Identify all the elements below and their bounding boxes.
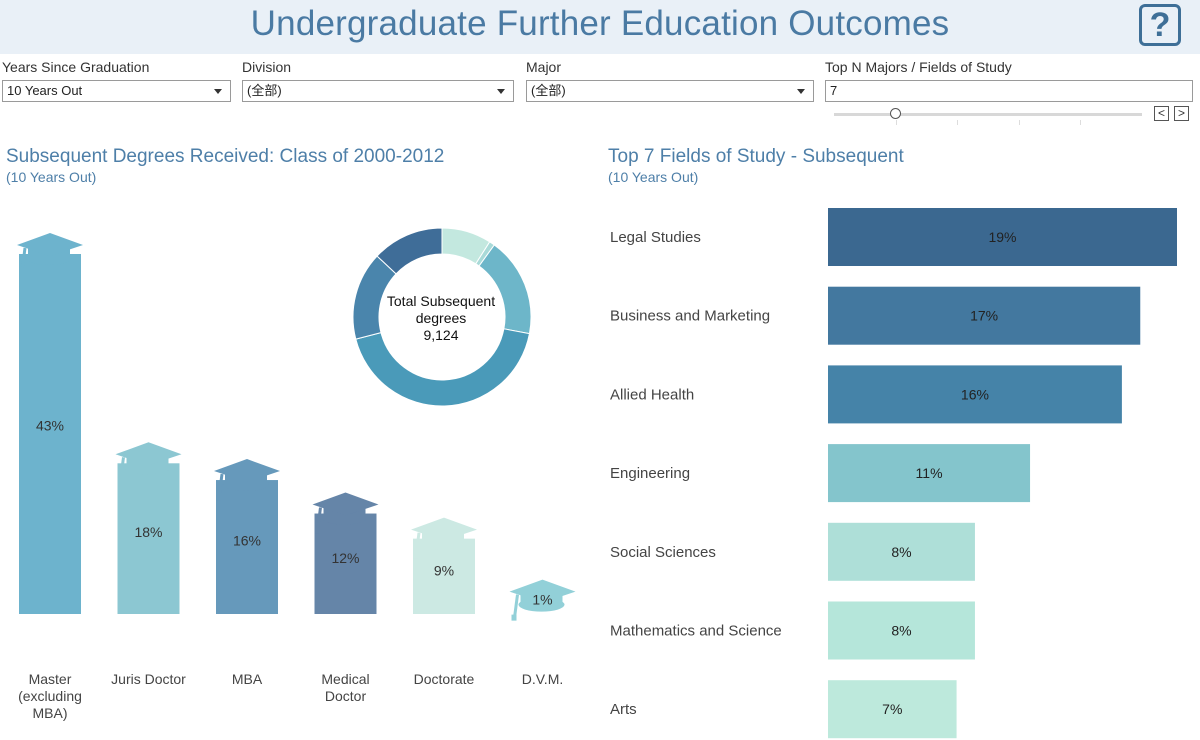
major-select[interactable]: (全部) (526, 80, 814, 102)
field-bar (828, 444, 1031, 503)
chevron-down-icon (214, 89, 222, 94)
donut-segment (478, 244, 532, 335)
degrees-chart-subtitle: (10 Years Out) (6, 169, 97, 185)
filter-label: Top N Majors / Fields of Study (825, 59, 1012, 75)
degree-category-label: (excluding (18, 688, 82, 704)
graduation-cap-icon (411, 517, 477, 559)
degree-bar (413, 538, 475, 614)
field-value-label: 8% (891, 544, 911, 560)
top-n-slider-track[interactable] (834, 113, 1142, 116)
select-value: (全部) (531, 83, 566, 98)
field-bar (828, 365, 1122, 424)
degree-category-label: Doctor (325, 688, 367, 704)
page-title: Undergraduate Further Education Outcomes (250, 4, 950, 43)
degree-value-label: 16% (233, 533, 261, 549)
field-value-label: 8% (891, 623, 911, 639)
field-value-label: 19% (988, 229, 1016, 245)
graduation-cap-icon (17, 233, 83, 274)
degree-category-label: Medical (321, 671, 369, 687)
degree-category-label: D.V.M. (522, 671, 564, 687)
field-category-label: Business and Marketing (610, 308, 770, 325)
fields-chart-subtitle: (10 Years Out) (608, 169, 699, 185)
slider-prev-button[interactable]: < (1154, 106, 1169, 121)
degree-value-label: 43% (36, 417, 64, 433)
donut-segment (376, 227, 443, 275)
field-category-label: Allied Health (610, 386, 694, 403)
field-bar (828, 522, 975, 581)
degree-bar (314, 513, 377, 614)
graduation-cap-icon (509, 579, 576, 621)
field-category-label: Legal Studies (610, 229, 701, 246)
slider-tick (1080, 120, 1081, 125)
degree-category-label: Doctorate (414, 671, 475, 687)
slider-next-button[interactable]: > (1174, 106, 1189, 121)
degrees-chart-title: Subsequent Degrees Received: Class of 20… (6, 146, 445, 167)
donut-label-line1: Total Subsequent (387, 293, 495, 309)
chevron-down-icon (797, 89, 805, 94)
field-bar (828, 601, 975, 660)
years-since-graduation-select[interactable]: 10 Years Out (2, 80, 231, 102)
degree-value-label: 1% (532, 592, 552, 608)
fields-bar-chart: 19% Legal Studies 17% Business and Marketin… (610, 208, 1177, 739)
slider-tick (896, 120, 897, 125)
donut-total-value: 9,124 (423, 327, 458, 343)
degree-value-label: 12% (331, 550, 359, 566)
degree-bar (216, 480, 278, 614)
field-bar (828, 208, 1177, 266)
degree-value-label: 18% (134, 524, 162, 540)
donut-label-line2: degrees (416, 310, 467, 326)
filter-label: Years Since Graduation (2, 59, 150, 75)
slider-tick (957, 120, 958, 125)
filter-years-since-graduation: Years Since Graduation 10 Years Out (2, 58, 231, 102)
donut-segment (355, 328, 531, 407)
top-n-input[interactable]: 7 (825, 80, 1193, 102)
graduation-cap-icon (312, 492, 379, 534)
field-category-label: Arts (610, 701, 637, 718)
field-value-label: 16% (961, 386, 989, 402)
division-select[interactable]: (全部) (242, 80, 514, 102)
degree-category-label: MBA) (33, 705, 68, 721)
degree-value-label: 9% (434, 563, 454, 579)
slider-tick (1019, 120, 1020, 125)
filter-major: Major (全部) (526, 58, 814, 102)
select-value: 10 Years Out (7, 83, 83, 98)
field-category-label: Engineering (610, 465, 690, 482)
degree-category-label: MBA (232, 671, 263, 687)
field-value-label: 17% (970, 308, 998, 324)
help-button[interactable]: ? (1139, 4, 1181, 46)
graduation-cap-icon (115, 442, 182, 484)
degree-bar (117, 463, 180, 614)
filter-division: Division (全部) (242, 58, 514, 102)
input-value: 7 (830, 83, 838, 98)
degree-bar (19, 254, 81, 614)
top-n-slider-handle[interactable] (890, 108, 901, 119)
field-value-label: 7% (882, 701, 902, 717)
filter-top-n: Top N Majors / Fields of Study 7 (825, 58, 1193, 102)
dashboard-header: Undergraduate Further Education Outcomes… (0, 0, 1200, 54)
degree-category-label: Master (29, 671, 72, 687)
degree-category-label: Juris Doctor (111, 671, 186, 687)
filter-label: Major (526, 59, 562, 75)
field-category-label: Social Sciences (610, 544, 716, 561)
field-bar (828, 286, 1141, 345)
filter-label: Division (242, 59, 292, 75)
fields-chart-title: Top 7 Fields of Study - Subsequent (608, 146, 904, 167)
field-value-label: 11% (916, 465, 943, 481)
field-bar (828, 680, 957, 739)
select-value: (全部) (247, 83, 282, 98)
chevron-down-icon (497, 89, 505, 94)
field-category-label: Mathematics and Science (610, 623, 782, 640)
graduation-cap-icon (214, 459, 280, 501)
